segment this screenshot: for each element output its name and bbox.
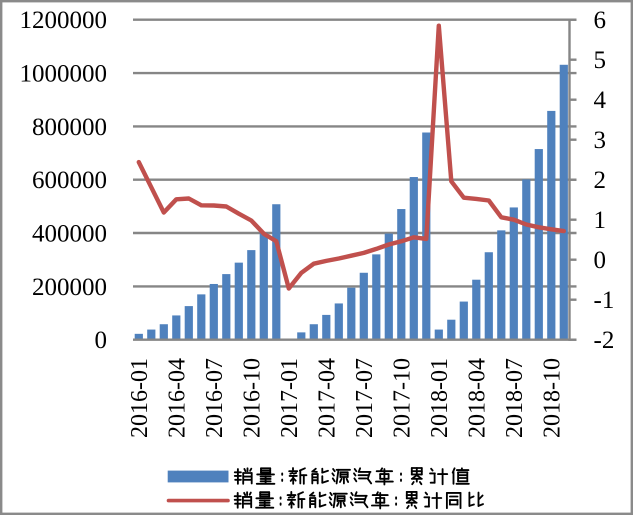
svg-text:2018-10: 2018-10 (539, 358, 565, 438)
svg-text:3: 3 (594, 127, 607, 154)
svg-text:2018-07: 2018-07 (502, 358, 528, 438)
svg-text:200000: 200000 (32, 274, 107, 301)
svg-text:5: 5 (594, 47, 607, 74)
svg-text:2016-07: 2016-07 (202, 358, 228, 438)
svg-text:2017-10: 2017-10 (389, 358, 415, 438)
svg-text:2017-07: 2017-07 (352, 358, 378, 438)
svg-text:2018-01: 2018-01 (427, 358, 453, 438)
svg-text:600000: 600000 (32, 167, 107, 194)
svg-text:2018-04: 2018-04 (464, 358, 490, 438)
svg-text:800000: 800000 (32, 114, 107, 141)
svg-text:2017-04: 2017-04 (314, 358, 340, 438)
svg-text:0: 0 (594, 247, 607, 274)
svg-text:1: 1 (594, 207, 607, 234)
svg-text:1200000: 1200000 (20, 7, 108, 34)
svg-text:2016-01: 2016-01 (127, 358, 153, 438)
svg-text:6: 6 (594, 7, 607, 34)
svg-text:400000: 400000 (32, 221, 107, 248)
svg-text:-1: -1 (594, 287, 615, 314)
svg-text:2016-10: 2016-10 (239, 358, 265, 438)
svg-text:0: 0 (95, 327, 108, 354)
svg-text:2: 2 (594, 167, 607, 194)
svg-text:2017-01: 2017-01 (277, 358, 303, 438)
svg-text:-2: -2 (594, 327, 615, 354)
svg-text:4: 4 (594, 87, 607, 114)
svg-text:1000000: 1000000 (20, 61, 108, 88)
svg-text:2016-04: 2016-04 (164, 358, 190, 438)
